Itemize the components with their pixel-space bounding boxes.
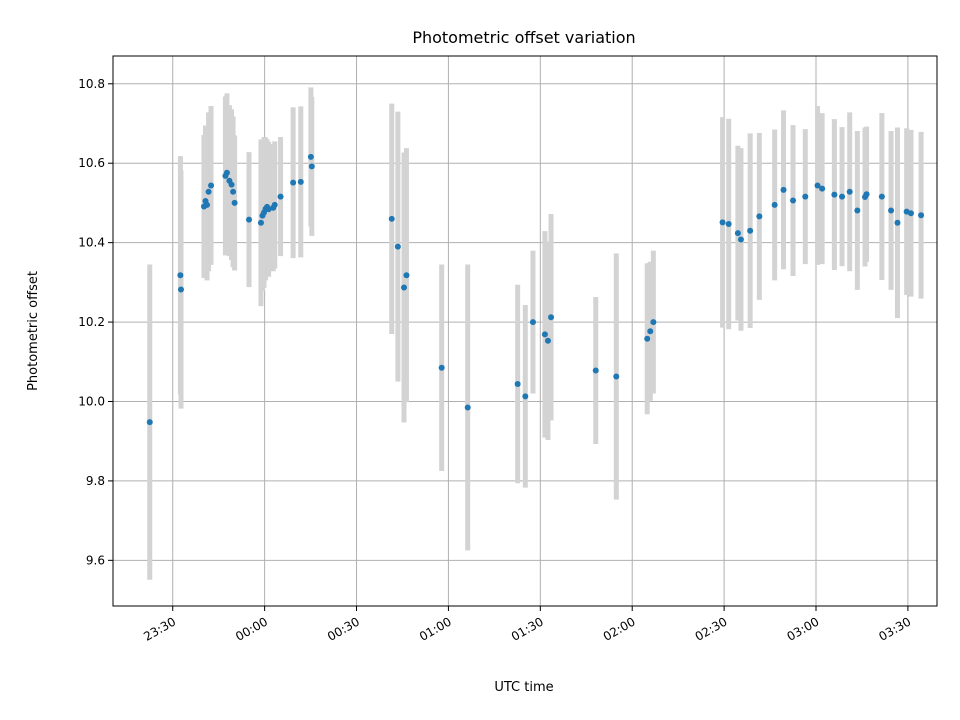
data-point	[846, 188, 853, 195]
data-point	[257, 219, 264, 226]
y-tick-label: 10.6	[78, 156, 105, 170]
x-axis: 23:30 00:00 00:30 01:00 01:30 02:00 02:30 03:00…	[141, 606, 913, 644]
x-tick-label: 01:30	[509, 614, 546, 643]
data-point	[839, 193, 846, 200]
x-tick-label: 02:00	[601, 614, 638, 643]
data-point	[522, 393, 529, 400]
chart-title: Photometric offset variation	[412, 28, 635, 47]
y-axis: 9.6 9.8 10.0 10.2 10.4 10.6 10.8	[78, 77, 113, 567]
data-point	[307, 153, 314, 160]
data-point	[737, 236, 744, 243]
data-point	[231, 199, 238, 206]
data-point	[271, 201, 278, 208]
data-point	[747, 227, 754, 234]
data-point	[894, 219, 901, 226]
data-point	[290, 179, 297, 186]
data-point	[756, 213, 763, 220]
data-point	[814, 182, 821, 189]
data-point	[780, 186, 787, 193]
data-point	[863, 191, 870, 198]
data-points	[146, 153, 925, 426]
y-tick-label: 10.8	[78, 77, 105, 91]
data-point	[177, 272, 184, 279]
data-point	[918, 212, 925, 219]
data-point	[544, 337, 551, 344]
x-tick-label: 00:30	[325, 614, 362, 643]
data-point	[790, 197, 797, 204]
data-point	[719, 219, 726, 226]
data-point	[246, 216, 253, 223]
data-point	[208, 182, 215, 189]
data-point	[819, 185, 826, 192]
y-tick-label: 10.2	[78, 315, 105, 329]
data-point	[831, 191, 838, 198]
data-point	[438, 364, 445, 371]
x-tick-label: 03:00	[785, 614, 822, 643]
data-point	[228, 181, 235, 188]
data-point	[178, 286, 185, 293]
data-point	[205, 188, 212, 195]
y-axis-label: Photometric offset	[26, 271, 41, 391]
data-point	[529, 319, 536, 326]
data-point	[223, 169, 230, 176]
y-tick-label: 10.0	[78, 394, 105, 408]
data-point	[907, 210, 914, 217]
data-point	[230, 188, 237, 195]
x-tick-label: 01:00	[417, 614, 454, 643]
data-point	[277, 193, 284, 200]
data-point	[394, 243, 401, 250]
x-tick-label: 02:30	[693, 614, 730, 643]
data-point	[878, 193, 885, 200]
data-point	[644, 335, 651, 342]
data-point	[403, 272, 410, 279]
x-tick-label: 00:00	[233, 614, 270, 643]
y-tick-label: 9.6	[86, 553, 105, 567]
x-tick-label: 23:30	[141, 614, 178, 643]
data-point	[401, 284, 408, 291]
y-tick-label: 9.8	[86, 474, 105, 488]
data-point	[734, 230, 741, 237]
x-axis-label: UTC time	[494, 680, 553, 695]
data-point	[464, 404, 471, 411]
data-point	[308, 163, 315, 170]
data-point	[514, 381, 521, 388]
data-point	[613, 373, 620, 380]
x-tick-label: 03:30	[876, 614, 913, 643]
data-point	[650, 319, 657, 326]
y-tick-label: 10.4	[78, 236, 105, 250]
data-point	[725, 220, 732, 227]
data-point	[548, 314, 555, 321]
data-point	[388, 215, 395, 222]
data-point	[265, 206, 272, 213]
data-point	[888, 207, 895, 214]
data-point	[771, 201, 778, 208]
data-point	[802, 193, 809, 200]
data-point	[541, 331, 548, 338]
data-point	[647, 328, 654, 335]
data-point	[297, 178, 304, 185]
plot-frame	[112, 55, 938, 607]
data-point	[146, 419, 153, 426]
data-point	[854, 207, 861, 214]
data-point	[592, 367, 599, 374]
data-point	[204, 201, 211, 208]
error-bars	[147, 87, 924, 580]
